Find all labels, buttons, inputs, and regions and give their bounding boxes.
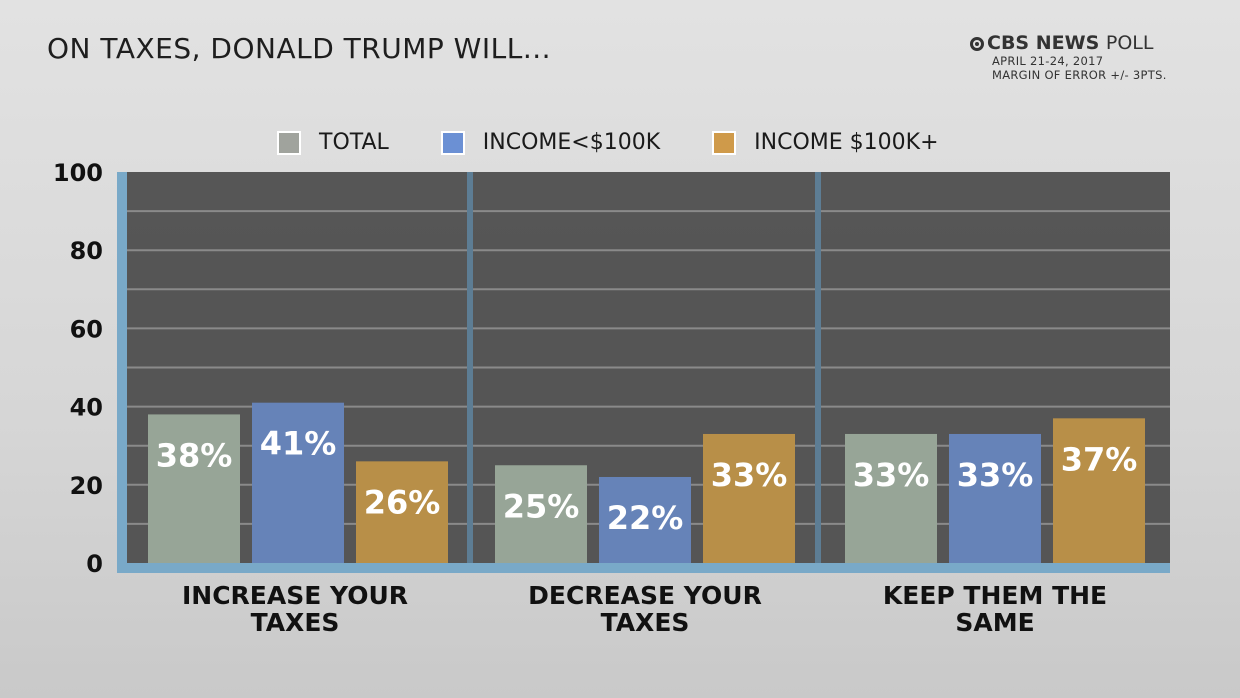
x-axis	[117, 563, 1170, 573]
margin-of-error: MARGIN OF ERROR +/- 3PTS.	[992, 68, 1167, 82]
data-label: 33%	[711, 456, 788, 494]
legend: TOTAL INCOME<$100K INCOME $100K+	[277, 130, 991, 155]
data-label: 26%	[364, 483, 441, 521]
brand-name: CBS NEWS	[987, 32, 1100, 54]
chart-title: ON TAXES, DONALD TRUMP WILL...	[47, 32, 552, 65]
data-label: 37%	[1061, 440, 1138, 478]
bar	[1053, 418, 1145, 563]
legend-label: INCOME<$100K	[482, 130, 661, 155]
data-label: 25%	[503, 487, 580, 525]
data-label: 41%	[260, 425, 337, 463]
bar	[495, 465, 587, 563]
data-label: 33%	[957, 456, 1034, 494]
y-tick-label: 100	[53, 159, 103, 187]
legend-item-total: TOTAL	[277, 130, 389, 155]
bar	[252, 402, 344, 563]
group-separator	[467, 172, 473, 563]
y-tick-label: 0	[86, 550, 103, 578]
bar	[356, 461, 448, 563]
data-label: 33%	[853, 456, 930, 494]
group-separator	[815, 172, 821, 563]
bar	[845, 433, 937, 563]
data-label: 38%	[156, 436, 233, 474]
data-label: 22%	[607, 499, 684, 537]
legend-item-low: INCOME<$100K	[440, 130, 661, 155]
category-label: DECREASE YOUR TAXES	[528, 581, 762, 637]
legend-swatch	[440, 130, 465, 155]
cbs-eye-icon	[970, 37, 984, 51]
y-tick-label: 40	[70, 394, 103, 422]
y-tick-label: 20	[70, 472, 103, 500]
y-axis	[117, 172, 127, 573]
category-label: INCREASE YOUR TAXES	[181, 581, 409, 637]
bar	[703, 433, 795, 563]
y-tick-label: 80	[70, 237, 103, 265]
bar	[949, 433, 1041, 563]
legend-item-high: INCOME $100K+	[712, 130, 939, 155]
legend-swatch	[712, 130, 737, 155]
legend-label: INCOME $100K+	[754, 130, 939, 155]
brand-suffix: POLL	[1105, 32, 1154, 54]
brand-block: CBS NEWS POLL APRIL 21-24, 2017 MARGIN O…	[970, 32, 1167, 82]
y-tick-label: 60	[70, 315, 103, 343]
category-label: KEEP THEM THE SAME	[882, 581, 1108, 637]
bar	[148, 414, 240, 563]
legend-swatch	[277, 130, 301, 155]
poll-date: APRIL 21-24, 2017	[992, 54, 1104, 68]
legend-label: TOTAL	[319, 130, 389, 155]
bar	[599, 476, 691, 563]
